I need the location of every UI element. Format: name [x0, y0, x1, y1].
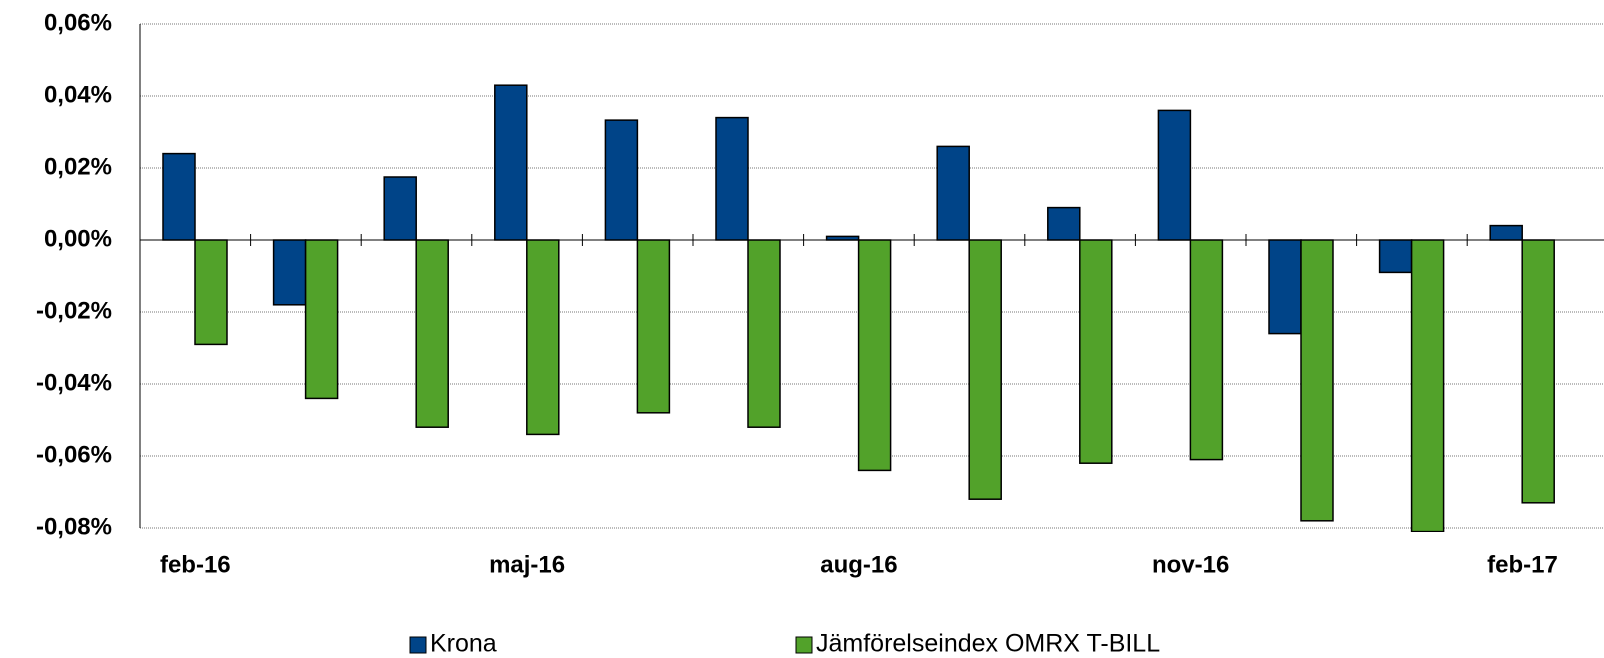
bar: [1489, 224, 1523, 241]
bar: [526, 239, 560, 436]
bar: [1189, 239, 1224, 461]
x-tick-label: feb-17: [1487, 551, 1558, 578]
bar: [1410, 239, 1445, 532]
bar: [1157, 109, 1192, 241]
bar: [304, 239, 339, 400]
legend-swatch: [409, 636, 427, 654]
y-tick-label: 0,06%: [44, 9, 112, 36]
y-tick-label: -0,06%: [36, 441, 112, 468]
bar: [857, 239, 892, 472]
x-tick-label: nov-16: [1152, 551, 1229, 578]
bar: [1300, 239, 1334, 522]
legend-swatch: [795, 636, 813, 654]
x-tick-label: feb-16: [160, 551, 231, 578]
y-tick-label: -0,04%: [36, 369, 112, 396]
y-tick-label: 0,02%: [44, 153, 112, 180]
plot-area: [162, 84, 1555, 532]
bar: [194, 239, 228, 346]
bar: [747, 239, 781, 428]
y-tick-label: -0,02%: [36, 297, 112, 324]
x-tick-label: aug-16: [820, 551, 897, 578]
bar: [1047, 206, 1081, 241]
y-tick-label: 0,00%: [44, 225, 112, 252]
bar: [1378, 239, 1413, 274]
bar: [494, 84, 528, 241]
bar: [162, 152, 196, 241]
y-tick-label: -0,08%: [36, 513, 112, 540]
bar: [715, 116, 749, 241]
bar: [825, 235, 860, 241]
bar: [1268, 239, 1302, 335]
bar: [968, 239, 1002, 500]
x-tick-label: maj-16: [489, 551, 565, 578]
bar: [604, 119, 639, 241]
bar: [383, 176, 417, 241]
bar: [1079, 239, 1113, 464]
y-tick-label: 0,04%: [44, 81, 112, 108]
bar: [936, 145, 970, 241]
bar: [415, 239, 449, 428]
bar: [1521, 239, 1555, 504]
legend-label: Krona: [430, 630, 497, 658]
bar: [636, 239, 671, 414]
legend-label: Jämförelseindex OMRX T-BILL: [816, 630, 1160, 658]
bar: [272, 239, 307, 306]
